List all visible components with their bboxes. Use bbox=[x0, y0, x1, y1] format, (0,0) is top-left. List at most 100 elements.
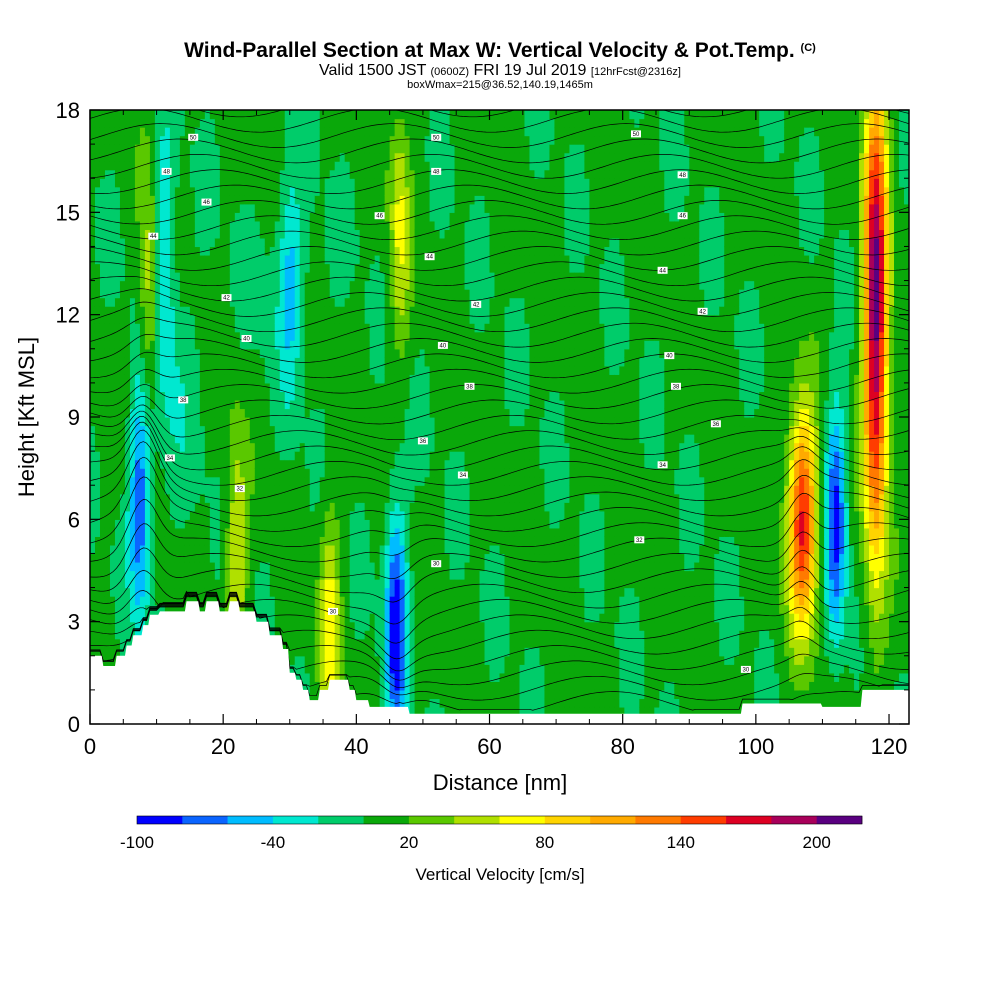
w-cell bbox=[104, 476, 111, 486]
w-cell bbox=[304, 459, 311, 469]
w-cell bbox=[90, 408, 96, 418]
w-cell bbox=[274, 237, 281, 248]
w-cell bbox=[349, 417, 356, 427]
w-cell bbox=[404, 374, 411, 384]
w-cell bbox=[344, 638, 351, 648]
w-cell bbox=[139, 442, 146, 452]
w-cell bbox=[144, 561, 151, 572]
w-cell bbox=[159, 348, 166, 358]
w-cell bbox=[184, 399, 191, 410]
w-cell bbox=[269, 229, 276, 239]
w-cell bbox=[319, 237, 326, 248]
w-cell bbox=[414, 118, 421, 128]
w-cell bbox=[399, 144, 406, 154]
w-cell bbox=[209, 254, 216, 265]
w-cell bbox=[264, 263, 271, 273]
w-cell bbox=[199, 519, 206, 529]
w-cell bbox=[164, 118, 171, 128]
w-cell bbox=[394, 229, 401, 239]
w-cell bbox=[279, 493, 286, 503]
w-cell bbox=[409, 604, 416, 614]
w-cell bbox=[164, 212, 171, 222]
w-cell bbox=[344, 553, 351, 563]
w-cell bbox=[379, 442, 386, 452]
w-cell bbox=[399, 399, 406, 410]
w-cell bbox=[429, 655, 436, 665]
w-cell bbox=[94, 544, 101, 555]
w-cell bbox=[329, 161, 336, 171]
w-cell bbox=[394, 442, 401, 452]
w-cell bbox=[99, 553, 106, 563]
w-cell bbox=[194, 451, 201, 461]
w-cell bbox=[374, 178, 381, 188]
w-cell bbox=[419, 553, 426, 563]
w-cell bbox=[249, 502, 256, 512]
w-cell bbox=[349, 212, 356, 222]
w-cell bbox=[294, 536, 301, 546]
w-cell bbox=[194, 561, 201, 572]
w-cell bbox=[374, 485, 381, 495]
w-cell bbox=[94, 118, 101, 128]
w-cell bbox=[109, 280, 116, 290]
w-cell bbox=[419, 331, 426, 341]
w-cell bbox=[379, 630, 386, 640]
w-cell bbox=[369, 365, 376, 375]
w-cell bbox=[144, 237, 151, 248]
w-cell bbox=[419, 118, 426, 128]
w-cell bbox=[134, 280, 141, 290]
w-cell bbox=[374, 152, 381, 162]
w-cell bbox=[90, 237, 96, 248]
w-cell bbox=[339, 476, 346, 486]
w-cell bbox=[124, 417, 131, 427]
w-cell bbox=[424, 442, 431, 452]
w-cell bbox=[254, 451, 261, 461]
w-cell bbox=[144, 186, 151, 196]
w-cell bbox=[174, 570, 181, 580]
w-cell bbox=[214, 476, 221, 486]
w-cell bbox=[124, 306, 131, 316]
w-cell bbox=[399, 272, 406, 282]
w-cell bbox=[174, 579, 181, 589]
w-cell bbox=[374, 502, 381, 512]
w-cell bbox=[409, 587, 416, 597]
w-cell bbox=[169, 272, 176, 282]
w-cell bbox=[364, 289, 371, 299]
w-cell bbox=[419, 229, 426, 239]
w-cell bbox=[294, 365, 301, 375]
w-cell bbox=[344, 144, 351, 154]
w-cell bbox=[129, 502, 136, 512]
w-cell bbox=[194, 169, 201, 179]
w-cell bbox=[119, 340, 126, 350]
w-cell bbox=[134, 246, 141, 256]
w-cell bbox=[259, 561, 266, 572]
w-cell bbox=[229, 561, 236, 572]
w-cell bbox=[204, 246, 211, 256]
w-cell bbox=[409, 527, 416, 537]
w-cell bbox=[114, 220, 121, 230]
w-cell bbox=[134, 579, 141, 589]
w-cell bbox=[294, 237, 301, 248]
w-cell bbox=[179, 536, 186, 546]
w-cell bbox=[289, 348, 296, 358]
w-cell bbox=[304, 561, 311, 572]
w-cell bbox=[234, 127, 241, 137]
w-cell bbox=[389, 502, 396, 512]
w-cell bbox=[324, 135, 331, 145]
w-cell bbox=[289, 323, 296, 333]
w-cell bbox=[209, 152, 216, 162]
w-cell bbox=[384, 374, 391, 384]
w-cell bbox=[319, 186, 326, 196]
w-cell bbox=[364, 579, 371, 589]
w-cell bbox=[199, 144, 206, 154]
w-cell bbox=[169, 561, 176, 572]
w-cell bbox=[289, 152, 296, 162]
w-cell bbox=[209, 348, 216, 358]
w-cell bbox=[124, 553, 131, 563]
w-cell bbox=[369, 476, 376, 486]
w-cell bbox=[109, 587, 116, 597]
w-cell bbox=[269, 459, 276, 469]
w-cell bbox=[90, 647, 96, 657]
w-cell bbox=[254, 493, 261, 503]
w-cell bbox=[154, 280, 161, 290]
w-cell bbox=[324, 604, 331, 614]
